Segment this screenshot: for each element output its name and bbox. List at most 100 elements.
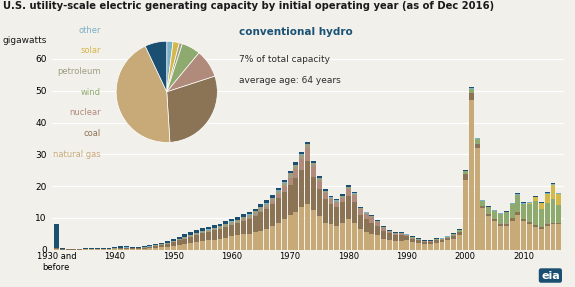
Bar — [404, 236, 409, 240]
Bar — [434, 240, 439, 241]
Bar — [369, 215, 374, 216]
Bar — [293, 169, 298, 178]
Bar — [480, 208, 485, 250]
Bar — [229, 236, 234, 250]
Bar — [474, 138, 480, 139]
Bar — [527, 202, 532, 203]
Bar — [346, 196, 351, 220]
Bar — [293, 165, 298, 169]
Bar — [387, 240, 392, 250]
Bar — [252, 209, 258, 211]
Bar — [171, 239, 176, 241]
Bar — [217, 229, 223, 238]
Bar — [200, 231, 205, 233]
Bar — [411, 236, 415, 237]
Bar — [515, 215, 520, 250]
Bar — [112, 249, 117, 250]
Bar — [352, 195, 357, 202]
Bar — [83, 248, 88, 249]
Bar — [446, 240, 450, 250]
Bar — [241, 214, 246, 217]
Bar — [369, 217, 374, 223]
Bar — [323, 223, 328, 250]
Bar — [486, 206, 491, 207]
Bar — [328, 196, 334, 197]
Bar — [177, 237, 182, 239]
Bar — [154, 244, 158, 245]
Bar — [328, 199, 334, 203]
Bar — [550, 183, 555, 184]
Bar — [527, 204, 532, 222]
Bar — [527, 203, 532, 204]
Bar — [177, 239, 182, 241]
Bar — [293, 212, 298, 250]
Bar — [89, 247, 94, 249]
Bar — [439, 242, 444, 250]
Bar — [258, 212, 263, 231]
Bar — [457, 229, 462, 230]
Bar — [194, 233, 199, 235]
Bar — [375, 226, 380, 235]
Bar — [200, 228, 205, 231]
Bar — [141, 249, 147, 250]
Bar — [282, 220, 287, 250]
Bar — [533, 197, 538, 201]
Bar — [130, 248, 135, 249]
Bar — [457, 232, 462, 235]
Bar — [130, 249, 135, 250]
Bar — [533, 196, 538, 197]
Text: solar: solar — [80, 46, 101, 55]
Bar — [235, 235, 240, 250]
Bar — [411, 242, 415, 250]
Bar — [522, 202, 526, 203]
Bar — [539, 203, 544, 209]
Bar — [434, 241, 439, 243]
Bar — [159, 245, 164, 247]
Bar — [381, 227, 386, 228]
Bar — [101, 249, 106, 250]
Bar — [136, 249, 141, 250]
Bar — [141, 247, 147, 248]
Bar — [305, 148, 310, 161]
Bar — [463, 171, 468, 174]
Bar — [106, 248, 112, 249]
Bar — [305, 141, 310, 144]
Bar — [288, 173, 293, 178]
Bar — [515, 194, 520, 195]
Bar — [241, 234, 246, 250]
Bar — [194, 230, 199, 233]
Bar — [165, 241, 170, 243]
Bar — [522, 221, 526, 250]
Text: eia: eia — [541, 271, 560, 280]
Bar — [212, 230, 217, 240]
Bar — [206, 232, 211, 240]
Bar — [282, 192, 287, 220]
Bar — [241, 218, 246, 220]
Bar — [340, 223, 345, 250]
Bar — [422, 244, 427, 250]
Wedge shape — [167, 41, 173, 92]
Bar — [328, 224, 334, 250]
Bar — [182, 238, 187, 244]
Bar — [515, 212, 520, 215]
Bar — [434, 238, 439, 239]
Bar — [241, 221, 246, 234]
Bar — [428, 241, 433, 242]
Bar — [293, 178, 298, 212]
Bar — [300, 159, 304, 170]
Bar — [95, 247, 100, 249]
Bar — [469, 93, 474, 100]
Bar — [539, 229, 544, 250]
Bar — [539, 202, 544, 203]
Bar — [118, 247, 123, 248]
Bar — [346, 220, 351, 250]
Bar — [393, 241, 398, 250]
Bar — [422, 241, 427, 242]
Bar — [334, 201, 339, 203]
Bar — [334, 199, 339, 201]
Bar — [252, 215, 258, 216]
Bar — [393, 233, 398, 234]
Bar — [247, 215, 252, 218]
Bar — [480, 206, 485, 208]
Bar — [124, 248, 129, 249]
